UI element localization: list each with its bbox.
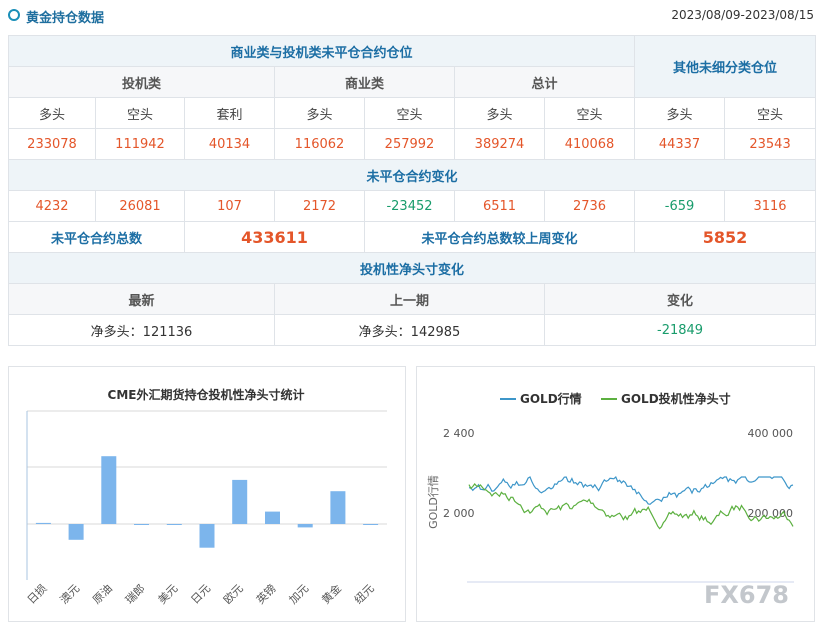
category-label: 美元 <box>156 582 181 607</box>
position-cell: 111942 <box>95 128 185 160</box>
bar[interactable] <box>166 524 182 525</box>
cat-spec-header: 投机类 <box>8 66 275 98</box>
change-cell: 6511 <box>454 190 545 222</box>
total-label: 未平仓合约总数 <box>8 221 185 253</box>
col-label: 空头 <box>95 97 185 129</box>
position-cell: 410068 <box>543 128 636 160</box>
category-label: 澳元 <box>57 582 82 607</box>
change-cell: 26081 <box>95 190 185 222</box>
col-label: 多头 <box>634 97 726 129</box>
bar[interactable] <box>68 524 84 540</box>
bar[interactable] <box>330 491 346 524</box>
position-cell: 233078 <box>8 128 96 160</box>
net-header-change: 变化 <box>543 283 817 315</box>
bar[interactable] <box>297 524 313 528</box>
position-cell: 44337 <box>634 128 726 160</box>
bar[interactable] <box>199 524 215 548</box>
cat-total-header: 总计 <box>453 66 636 98</box>
gold-price-line <box>468 475 794 505</box>
position-cell: 389274 <box>454 128 545 160</box>
category-label: 加元 <box>287 582 312 607</box>
left-tick-mid: 2 000 <box>443 507 475 520</box>
position-cell: 23543 <box>724 128 817 160</box>
change-cell: 4232 <box>8 190 96 222</box>
section-header: 黄金持仓数据 2023/08/09-2023/08/15 <box>0 0 820 30</box>
bar[interactable] <box>134 524 149 525</box>
category-label: 黄金 <box>319 581 344 606</box>
total-change-label: 未平仓合约总数较上周变化 <box>363 221 636 253</box>
total-change-value: 5852 <box>634 221 817 253</box>
net-change: -21849 <box>543 314 817 346</box>
positions-row: 233078 111942 40134 116062 257992 389274… <box>8 128 817 160</box>
circle-icon <box>8 9 20 21</box>
category-label: 欧元 <box>221 582 246 607</box>
right-tick-top: 400 000 <box>748 427 794 440</box>
cat-comm-header: 商业类 <box>274 66 455 98</box>
bar[interactable] <box>35 522 51 524</box>
change-cell: 107 <box>184 190 275 222</box>
col-label: 多头 <box>274 97 365 129</box>
change-cell: -659 <box>634 190 726 222</box>
col-label: 空头 <box>543 97 636 129</box>
net-previous: 净多头：142985 <box>274 314 545 346</box>
category-label: 英镑 <box>253 581 278 606</box>
change-cell: 2736 <box>543 190 636 222</box>
legend[interactable]: GOLD行情 GOLD投机性净头寸 <box>500 391 731 406</box>
position-cell: 40134 <box>184 128 275 160</box>
change-cell: 3116 <box>724 190 817 222</box>
category-label: 日损 <box>24 581 49 606</box>
col-label: 多头 <box>454 97 545 129</box>
line-chart: GOLD行情 GOLD投机性净头寸 2 400 2 000 400 000 20… <box>427 391 794 609</box>
right-tick-mid: 200 000 <box>748 507 794 520</box>
legend-gold-net[interactable]: GOLD投机性净头寸 <box>621 391 731 406</box>
label-row: 多头 空头 套利 多头 空头 多头 空头 多头 空头 <box>8 97 817 129</box>
left-tick-top: 2 400 <box>443 427 475 440</box>
group-other-header: 其他未细分类仓位 <box>634 35 817 98</box>
bar[interactable] <box>265 511 280 524</box>
bar-chart: CME外汇期货持仓投机性净头寸统计 日损 澳元 原油 瑞郎 美元 日元 欧元 英镑 加元 黄金 纽元 <box>24 387 387 607</box>
legend-gold-price[interactable]: GOLD行情 <box>520 391 582 406</box>
position-cell: 257992 <box>364 128 455 160</box>
section-title: 黄金持仓数据 <box>26 11 105 26</box>
net-header-previous: 上一期 <box>274 283 545 315</box>
category-label: 纽元 <box>351 581 376 606</box>
left-axis-label: GOLD行情 <box>427 475 440 529</box>
col-label: 多头 <box>8 97 96 129</box>
col-label: 套利 <box>184 97 275 129</box>
category-label: 日元 <box>188 582 213 607</box>
watermark: FX678 <box>704 581 789 609</box>
col-label: 空头 <box>724 97 817 129</box>
date-range: 2023/08/09-2023/08/15 <box>671 8 814 22</box>
bar-chart-title: CME外汇期货持仓投机性净头寸统计 <box>108 387 305 402</box>
net-latest: 净多头：121136 <box>8 314 275 346</box>
total-value: 433611 <box>184 221 365 253</box>
changes-row: 4232 26081 107 2172 -23452 6511 2736 -65… <box>8 190 817 222</box>
category-label: 瑞郎 <box>122 581 147 606</box>
net-header-latest: 最新 <box>8 283 275 315</box>
category-label: 原油 <box>89 581 114 606</box>
gold-net-line <box>468 483 794 530</box>
col-label: 空头 <box>364 97 455 129</box>
gold-chart-panel: GOLD行情 GOLD投机性净头寸 2 400 2 000 400 000 20… <box>416 366 815 622</box>
position-cell: 116062 <box>274 128 365 160</box>
cot-table: 商业类与投机类未平仓合约仓位 其他未细分类仓位 投机类 商业类 总计 多头 空头… <box>7 35 817 346</box>
bar[interactable] <box>101 456 117 524</box>
bar[interactable] <box>232 479 248 524</box>
change-cell: -23452 <box>364 190 455 222</box>
group-main-header: 商业类与投机类未平仓合约仓位 <box>7 35 636 67</box>
bar[interactable] <box>363 524 379 525</box>
change-title: 未平仓合约变化 <box>7 159 817 191</box>
change-cell: 2172 <box>274 190 365 222</box>
cme-chart-panel: CME外汇期货持仓投机性净头寸统计 日损 澳元 原油 瑞郎 美元 日元 欧元 英镑 加元 黄金 纽元 <box>8 366 406 622</box>
net-title: 投机性净头寸变化 <box>7 252 817 284</box>
